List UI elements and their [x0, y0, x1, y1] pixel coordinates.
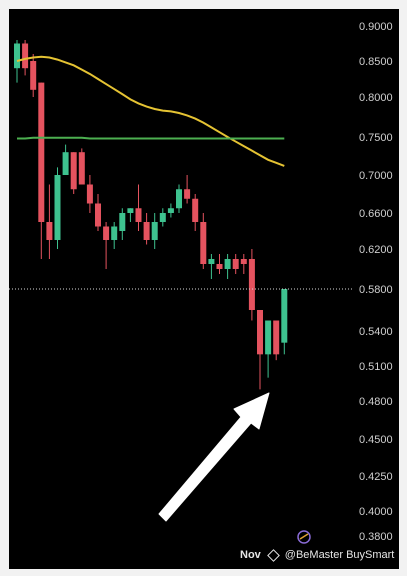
- candle-body: [78, 152, 85, 185]
- candle-body: [111, 226, 118, 240]
- moving-average-green-line: [17, 136, 285, 140]
- candle-body: [167, 208, 174, 213]
- y-tick-label: 0.6200: [359, 244, 393, 256]
- y-tick-label: 0.5800: [359, 284, 393, 296]
- candle-body: [240, 259, 247, 264]
- candle-body: [46, 222, 53, 240]
- candle-body: [151, 222, 158, 240]
- candle-body: [216, 264, 223, 269]
- y-tick-label: 0.4500: [359, 434, 393, 446]
- y-tick-label: 0.4250: [359, 471, 393, 483]
- candlestick-chart[interactable]: 0.9000 0.8500 0.8000 0.7500 0.7000 0.6600 0.62…: [9, 9, 399, 569]
- y-axis: 0.9000 0.8500 0.8000 0.7500 0.7000 0.6600 0.62…: [359, 21, 393, 543]
- y-tick-label: 0.8500: [359, 56, 393, 68]
- y-tick-label: 0.3800: [359, 531, 393, 543]
- candle-body: [257, 310, 263, 355]
- candle-body: [127, 208, 134, 213]
- y-tick-label: 0.9000: [359, 21, 393, 33]
- moving-averages-group: [16, 55, 285, 167]
- candle-body: [38, 82, 45, 222]
- candles-group: [14, 40, 288, 390]
- candle-body: [95, 203, 101, 227]
- candle-body: [281, 289, 288, 343]
- candle-body: [54, 175, 61, 240]
- y-tick-label: 0.6600: [359, 208, 393, 220]
- watermark-icon: [297, 530, 311, 544]
- price-chart-panel[interactable]: 0.9000 0.8500 0.8000 0.7500 0.7000 0.6600 0.62…: [9, 9, 399, 569]
- y-tick-label: 0.4000: [359, 506, 393, 518]
- candle-body: [103, 226, 110, 240]
- arrow-shape: [158, 392, 270, 522]
- candle-body: [70, 152, 77, 190]
- y-tick-label: 0.7000: [359, 170, 393, 182]
- candle-body: [135, 208, 142, 222]
- y-tick-label: 0.7500: [359, 132, 393, 144]
- candle-body: [200, 222, 207, 264]
- candle-body: [22, 43, 29, 69]
- candle-body: [62, 152, 69, 175]
- y-tick-label: 0.8000: [359, 92, 393, 104]
- candle-body: [265, 320, 272, 355]
- candle-body: [143, 222, 150, 240]
- candle-body: [159, 213, 166, 222]
- candle-body: [208, 259, 215, 264]
- candle-body: [273, 320, 280, 355]
- candle-body: [86, 184, 93, 204]
- candle-body: [232, 259, 239, 269]
- brand-watermark: @BeMaster BuySmart: [284, 549, 395, 561]
- y-tick-label: 0.4800: [359, 396, 393, 408]
- y-tick-label: 0.5100: [359, 361, 393, 373]
- candle-body: [30, 61, 37, 90]
- annotation-arrow: [158, 392, 270, 522]
- x-axis-month-label: Nov: [240, 549, 261, 561]
- candle-body: [192, 198, 199, 222]
- footer-watermark: Nov @BeMaster BuySmart: [240, 548, 394, 562]
- y-tick-label: 0.5400: [359, 326, 393, 338]
- diamond-icon: [266, 548, 280, 562]
- candle-body: [184, 189, 191, 199]
- candle-body: [14, 43, 20, 69]
- candle-body: [248, 259, 255, 310]
- candle-body: [224, 259, 231, 269]
- moving-average-yellow-line: [16, 55, 285, 167]
- candle-body: [119, 213, 126, 231]
- candle-body: [176, 189, 182, 209]
